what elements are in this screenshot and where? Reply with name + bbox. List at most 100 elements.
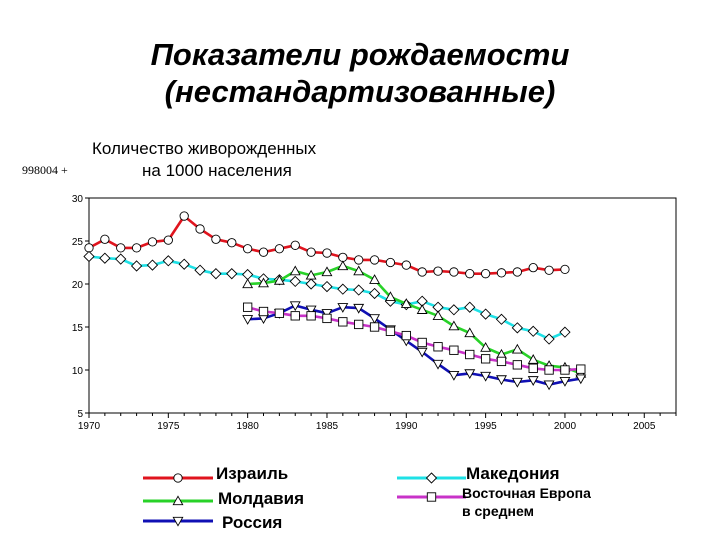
x-tick-label: 1985 [316, 421, 339, 432]
data-point-macedonia [511, 322, 523, 334]
legend-label-macedonia: Македония [466, 464, 560, 483]
data-point-east-europe [449, 345, 459, 355]
data-point-macedonia [464, 301, 476, 313]
data-point-russia [337, 303, 349, 313]
data-point-east-europe [290, 311, 300, 321]
data-point-israel [242, 244, 253, 254]
data-point-east-europe [576, 364, 586, 374]
data-point-moldova [448, 320, 460, 331]
data-point-russia [432, 359, 444, 370]
data-point-moldova [511, 343, 523, 354]
data-point-moldova [289, 265, 301, 276]
data-point-east-europe [496, 356, 507, 367]
data-point-east-europe [560, 365, 570, 375]
data-point-east-europe [258, 306, 269, 317]
data-point-macedonia [479, 308, 492, 320]
legend-label-israel: Израиль [216, 464, 289, 483]
data-point-east-europe [433, 342, 443, 352]
legend-marker-moldova [172, 495, 184, 506]
data-point-macedonia [495, 313, 508, 325]
data-point-israel [227, 238, 237, 248]
data-point-russia [575, 374, 587, 385]
data-point-russia [543, 380, 555, 391]
x-tick-label: 1980 [237, 421, 260, 432]
data-point-moldova [369, 274, 381, 284]
data-point-israel [274, 244, 285, 254]
title-line-2: (нестандартизованные) [164, 74, 556, 109]
data-point-east-europe [306, 311, 316, 321]
data-point-russia [321, 309, 333, 319]
y-tick-label: 15 [72, 323, 84, 334]
y-tick-label: 30 [72, 194, 84, 205]
data-point-east-europe [512, 360, 523, 370]
data-point-macedonia [130, 260, 143, 272]
data-point-israel [100, 234, 110, 244]
data-point-israel [496, 268, 507, 278]
data-point-macedonia [83, 250, 95, 263]
data-point-israel [401, 260, 411, 270]
data-point-macedonia [448, 304, 460, 316]
x-tick-label: 1990 [395, 421, 418, 432]
y-tick-label: 5 [77, 409, 83, 420]
data-point-israel [322, 248, 332, 258]
data-point-moldova [527, 354, 539, 364]
series-line-israel [88, 214, 565, 276]
data-point-russia [480, 371, 492, 382]
data-point-macedonia [543, 333, 555, 345]
data-point-israel [385, 257, 396, 268]
data-point-east-europe [354, 319, 364, 330]
data-point-east-europe [480, 354, 491, 364]
data-point-israel [512, 267, 523, 277]
data-point-macedonia [368, 287, 381, 300]
y-tick-label: 25 [72, 237, 84, 248]
data-point-russia [464, 369, 476, 380]
data-point-moldova [305, 269, 317, 280]
data-point-israel [465, 269, 475, 279]
data-point-russia [369, 314, 381, 325]
data-point-russia [496, 375, 507, 386]
title-line-1: Показатели рождаемости [150, 37, 570, 72]
data-point-east-europe [322, 313, 332, 324]
data-point-east-europe [528, 363, 538, 373]
data-point-israel [290, 240, 300, 250]
data-point-macedonia [178, 258, 190, 270]
data-point-israel [480, 269, 491, 279]
data-point-israel [369, 255, 380, 265]
legend-marker-israel [173, 473, 183, 483]
data-point-israel [147, 237, 158, 247]
data-point-israel [258, 247, 269, 257]
data-point-israel [116, 243, 126, 253]
x-tick-label: 1970 [78, 421, 101, 432]
series-line-east-europe [247, 305, 581, 372]
data-point-moldova [480, 342, 492, 352]
data-point-macedonia [210, 268, 222, 280]
data-point-moldova [464, 327, 476, 338]
data-point-israel [179, 211, 189, 221]
data-point-east-europe [369, 322, 380, 332]
data-point-israel [84, 243, 94, 253]
data-point-israel [354, 255, 364, 265]
data-point-east-europe [417, 337, 427, 348]
data-point-macedonia [242, 268, 254, 281]
x-tick-label: 2000 [554, 421, 577, 432]
legend-label-moldova: Молдавия [218, 489, 304, 508]
data-point-russia [559, 377, 571, 387]
data-point-east-europe [544, 365, 554, 375]
legend-label-east-europe-line-1: Восточная Европа [462, 485, 591, 501]
series-line-moldova [247, 264, 582, 375]
data-point-east-europe [385, 326, 396, 336]
data-point-russia [527, 376, 539, 386]
data-point-israel [306, 247, 316, 257]
data-point-israel [449, 267, 459, 277]
data-point-macedonia [353, 284, 365, 296]
legend-label-east-europe-line-2: в среднем [462, 503, 534, 519]
x-tick-label: 1995 [474, 421, 497, 432]
subtitle-line-2: на 1000 населения [142, 161, 292, 180]
data-point-moldova [416, 304, 428, 314]
data-point-israel [528, 263, 538, 273]
data-point-israel [560, 264, 570, 275]
data-point-moldova [384, 291, 396, 302]
data-point-russia [448, 371, 460, 381]
indicator-code: 998004 + [22, 163, 68, 177]
